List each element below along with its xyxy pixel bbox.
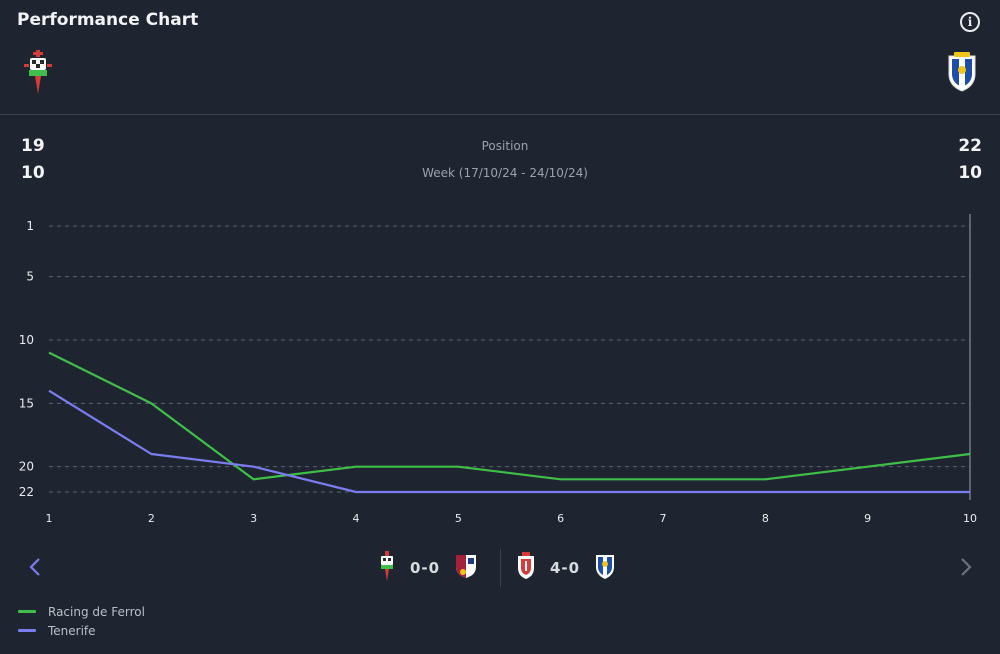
- chevron-right-icon: [961, 558, 972, 576]
- match-result[interactable]: 4-0: [516, 552, 616, 584]
- y-tick-label: 22: [19, 485, 34, 499]
- x-tick-label: 2: [148, 512, 155, 525]
- chart-legend: Racing de Ferrol Tenerife: [18, 602, 145, 640]
- legend-item: Racing de Ferrol: [18, 602, 145, 621]
- week-label: Week (17/10/24 - 24/10/24): [422, 166, 588, 180]
- y-tick-label: 15: [19, 396, 34, 410]
- page-title: Performance Chart: [17, 10, 199, 30]
- x-tick-label: 8: [762, 512, 769, 525]
- next-week-button[interactable]: [955, 556, 977, 578]
- opponent-crest-icon: [454, 553, 478, 583]
- info-icon[interactable]: i: [960, 12, 980, 32]
- chevron-left-icon: [29, 558, 40, 576]
- match-score: 4-0: [550, 559, 581, 577]
- x-tick-label: 4: [353, 512, 360, 525]
- racing-ferrol-crest-icon: [378, 551, 396, 585]
- legend-swatch: [18, 629, 36, 632]
- y-tick-label: 1: [26, 219, 34, 233]
- series-line-1: [48, 389, 970, 494]
- x-tick-label: 5: [455, 512, 462, 525]
- granada-crest-icon: [516, 552, 536, 584]
- previous-week-button[interactable]: [24, 556, 46, 578]
- x-tick-label: 10: [963, 512, 977, 525]
- x-tick-label: 3: [250, 512, 257, 525]
- y-tick-label: 10: [19, 333, 34, 347]
- legend-label: Tenerife: [48, 623, 96, 638]
- home-position-value: 19: [21, 136, 45, 156]
- x-tick-label: 9: [864, 512, 871, 525]
- away-week-value: 10: [958, 163, 982, 183]
- series-line-0: [48, 351, 971, 481]
- legend-item: Tenerife: [18, 621, 145, 640]
- tenerife-crest-icon: [594, 552, 616, 584]
- position-label: Position: [481, 139, 529, 153]
- x-tick-label: 7: [660, 512, 667, 525]
- y-tick-label: 5: [26, 270, 34, 284]
- legend-label: Racing de Ferrol: [48, 604, 145, 619]
- x-tick-label: 1: [46, 512, 53, 525]
- match-result[interactable]: 0-0: [378, 551, 478, 585]
- match-score: 0-0: [410, 559, 441, 577]
- header-divider: [0, 114, 1000, 115]
- legend-swatch: [18, 610, 36, 613]
- home-week-value: 10: [21, 163, 45, 183]
- away-position-value: 22: [958, 136, 982, 156]
- away-team-crest-icon: [946, 52, 978, 96]
- match-divider: [500, 549, 501, 587]
- x-tick-label: 6: [557, 512, 564, 525]
- y-tick-label: 20: [19, 460, 34, 474]
- home-team-crest-icon: [24, 50, 52, 98]
